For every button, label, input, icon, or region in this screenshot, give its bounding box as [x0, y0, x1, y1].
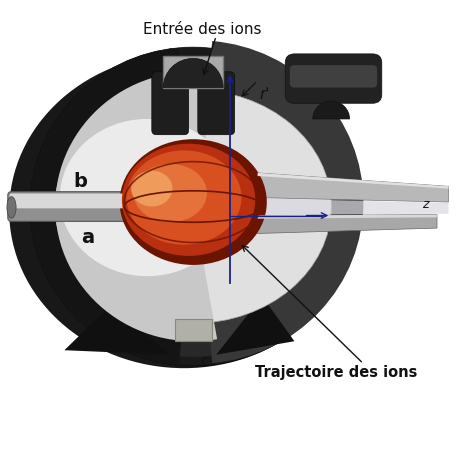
Ellipse shape [60, 119, 234, 276]
Wedge shape [30, 47, 355, 207]
Ellipse shape [131, 171, 172, 207]
Wedge shape [197, 41, 363, 363]
Wedge shape [30, 48, 193, 365]
FancyBboxPatch shape [163, 56, 223, 88]
Ellipse shape [9, 54, 358, 368]
FancyBboxPatch shape [10, 194, 137, 208]
Polygon shape [257, 173, 448, 189]
Wedge shape [30, 207, 355, 366]
Ellipse shape [7, 197, 16, 218]
Polygon shape [64, 305, 170, 355]
Ellipse shape [133, 164, 207, 222]
Polygon shape [257, 173, 448, 202]
FancyBboxPatch shape [8, 192, 139, 221]
Text: z: z [421, 198, 428, 211]
Text: b: b [73, 172, 87, 191]
FancyBboxPatch shape [197, 72, 234, 135]
Polygon shape [257, 215, 436, 219]
Wedge shape [312, 101, 349, 119]
Wedge shape [41, 56, 344, 207]
Wedge shape [55, 72, 217, 341]
Polygon shape [216, 296, 294, 355]
Text: Entrée des ions: Entrée des ions [143, 22, 261, 37]
Text: Trajectoire des ions: Trajectoire des ions [254, 365, 416, 380]
FancyBboxPatch shape [289, 65, 376, 88]
Wedge shape [163, 58, 223, 88]
Polygon shape [257, 198, 448, 215]
FancyBboxPatch shape [174, 319, 211, 341]
Ellipse shape [126, 150, 241, 245]
Wedge shape [41, 207, 344, 357]
Polygon shape [257, 215, 436, 233]
Text: c: c [200, 354, 208, 369]
Ellipse shape [122, 144, 255, 256]
Ellipse shape [55, 90, 330, 323]
Text: r': r' [259, 87, 269, 102]
FancyBboxPatch shape [285, 54, 381, 103]
Ellipse shape [119, 139, 266, 265]
FancyBboxPatch shape [151, 72, 188, 135]
Text: a: a [81, 229, 94, 247]
